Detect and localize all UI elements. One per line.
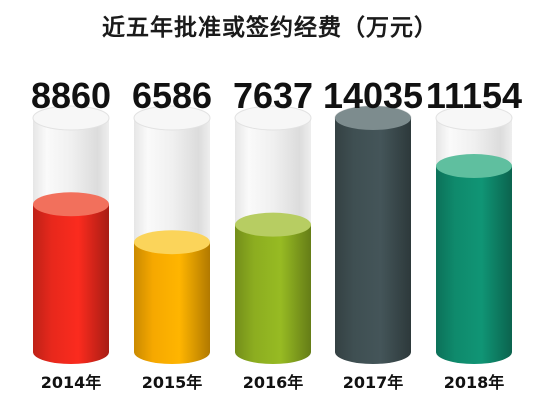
glass-tube-top [234,105,312,131]
bar-value-fill [235,224,311,364]
cylinder-bar-4: 14035 2017年 [323,75,423,392]
bar-value-top [335,106,411,130]
category-label: 2017年 [343,373,404,392]
bar-value-top [134,230,210,255]
glass-tube-top [435,105,513,131]
bar-value-top [33,192,109,217]
bar-value-top [436,154,512,179]
cylinder-bar-1: 8860 2014年 [31,75,111,392]
cylinder-bar-2: 6586 2015年 [132,75,212,392]
bar-value-fill [33,204,109,364]
bar-value-fill [134,242,210,364]
chart-title: 近五年批准或签约经费（万元） [102,15,438,41]
category-label: 2015年 [142,373,203,392]
category-label: 2018年 [444,373,505,392]
cylinder-bar-5: 11154 2018年 [426,75,522,392]
category-label: 2014年 [41,373,102,392]
value-label: 8860 [31,75,111,116]
value-label: 11154 [426,75,522,116]
cylinder-bar-3: 7637 2016年 [233,75,313,392]
value-label: 6586 [132,75,212,116]
bar-value-fill [436,166,512,364]
glass-tube-top [32,105,110,131]
category-label: 2016年 [243,373,304,392]
value-label: 14035 [323,75,423,116]
bar-value-fill [335,118,411,364]
bar-value-top [235,212,311,237]
glass-tube-top [133,105,211,131]
value-label: 7637 [233,75,313,116]
